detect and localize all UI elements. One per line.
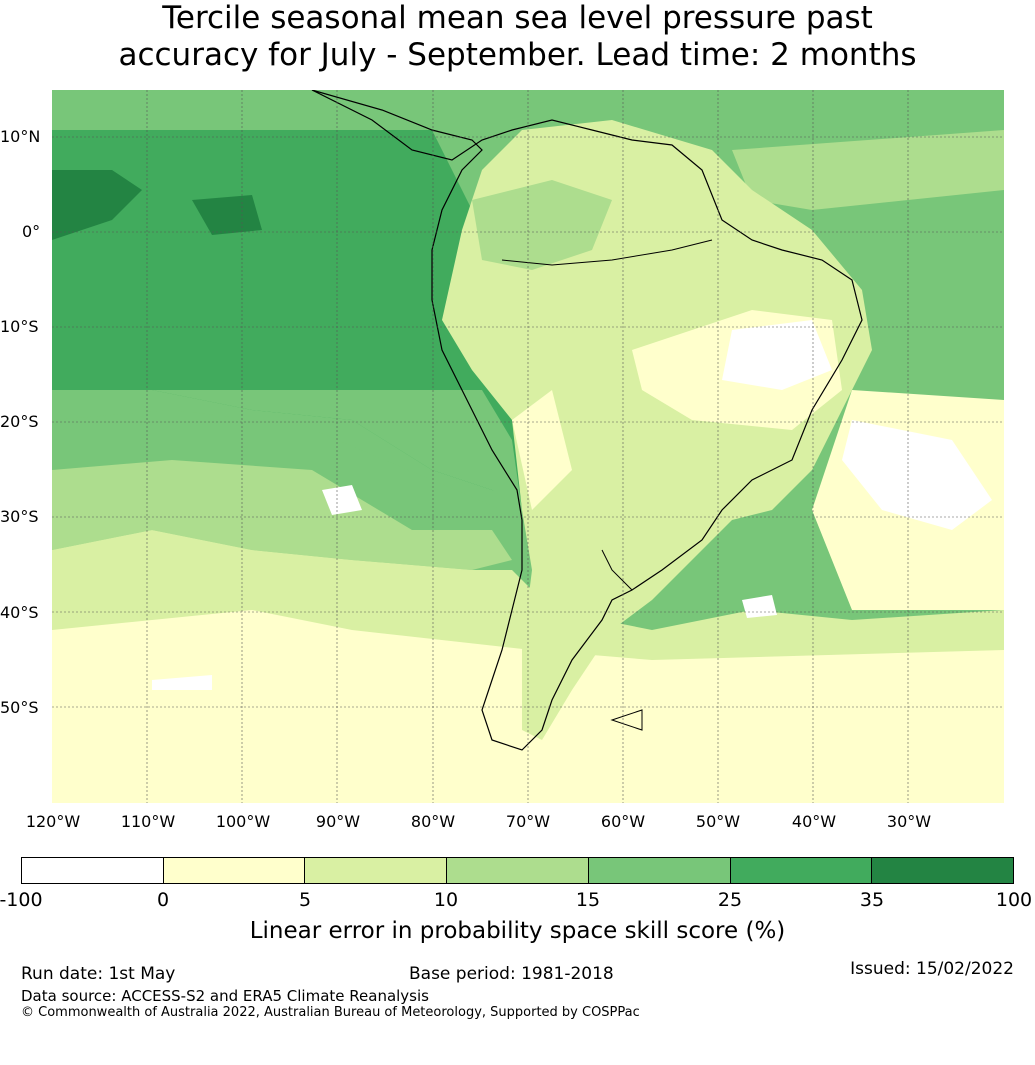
lat-label-10n: 10°N: [0, 127, 41, 146]
zone-15-25-mid: [52, 410, 502, 530]
colorbar-seg-0-5: [163, 858, 306, 883]
amazon-river: [501, 239, 713, 266]
map-title: Tercile seasonal mean sea level pressure…: [0, 0, 1035, 74]
colorbar-tick-100: 100: [995, 889, 1033, 911]
lon-label-110w: 110°W: [120, 812, 176, 831]
colorbar-seg-10-15: [447, 858, 589, 883]
colorbar-seg-neg100-0: [22, 858, 164, 883]
colorbar-seg-15-25: [588, 858, 731, 883]
colorbar-tick-10: 10: [433, 889, 459, 911]
lon-label-70w: 70°W: [505, 812, 551, 831]
lon-label-100w: 100°W: [215, 812, 271, 831]
lon-label-60w: 60°W: [600, 812, 646, 831]
lat-label-0: 0°: [22, 222, 41, 241]
run-date: Run date: 1st May: [21, 964, 176, 984]
zone-15-25-south: [52, 390, 522, 510]
lon-label-90w: 90°W: [315, 812, 361, 831]
continent-10-15-north: [472, 180, 612, 270]
zone-35-100-a: [52, 170, 142, 240]
colorbar-seg-5-10: [305, 858, 448, 883]
map-svg: [52, 90, 1004, 803]
andes-0-5: [512, 390, 572, 510]
base-period: Base period: 1981-2018: [409, 964, 614, 984]
colorbar: [21, 857, 1014, 884]
lon-label-40w: 40°W: [791, 812, 837, 831]
colorbar-tick-neg100: -100: [0, 889, 43, 911]
issued-date: Issued: 15/02/2022: [850, 959, 1014, 979]
continent-5-10: [442, 120, 872, 740]
lon-label-120w: 120°W: [25, 812, 81, 831]
lat-label-20s: 20°S: [0, 412, 39, 431]
zone-atlantic-negative: [842, 420, 992, 530]
skill-score-map: [52, 90, 1004, 803]
colorbar-seg-25-35: [730, 858, 873, 883]
patch-white-1: [322, 485, 362, 515]
colorbar-label: Linear error in probability space skill …: [249, 918, 786, 944]
colorbar-tick-35: 35: [859, 889, 885, 911]
data-source: Data source: ACCESS-S2 and ERA5 Climate …: [21, 987, 429, 1005]
river-plate: [601, 549, 633, 591]
lon-label-80w: 80°W: [410, 812, 456, 831]
title-line-1: Tercile seasonal mean sea level pressure…: [162, 0, 873, 36]
lat-label-30s: 30°S: [0, 507, 39, 526]
graticule: [52, 90, 1004, 803]
title-line-2: accuracy for July - September. Lead time…: [118, 37, 917, 73]
zone-atlantic-10-15: [732, 130, 1004, 210]
lat-label-50s: 50°S: [0, 698, 39, 717]
continent-negative: [722, 320, 832, 390]
lat-label-10s: 10°S: [0, 317, 39, 336]
colorbar-tick-5: 5: [298, 889, 312, 911]
colorbar-seg-35-100: [872, 858, 1014, 883]
lat-label-40s: 40°S: [0, 603, 39, 622]
colorbar-tick-25: 25: [717, 889, 743, 911]
colorbar-tick-0: 0: [156, 889, 170, 911]
falkland-islands: [610, 709, 643, 731]
patch-white-3: [152, 675, 212, 690]
colorbar-tick-15: 15: [575, 889, 601, 911]
coastline: [311, 90, 863, 751]
zone-35-100-b: [192, 195, 262, 235]
zone-10-15: [52, 460, 512, 570]
copyright: © Commonwealth of Australia 2022, Austra…: [21, 1005, 640, 1020]
lon-label-30w: 30°W: [886, 812, 932, 831]
lon-label-50w: 50°W: [695, 812, 741, 831]
